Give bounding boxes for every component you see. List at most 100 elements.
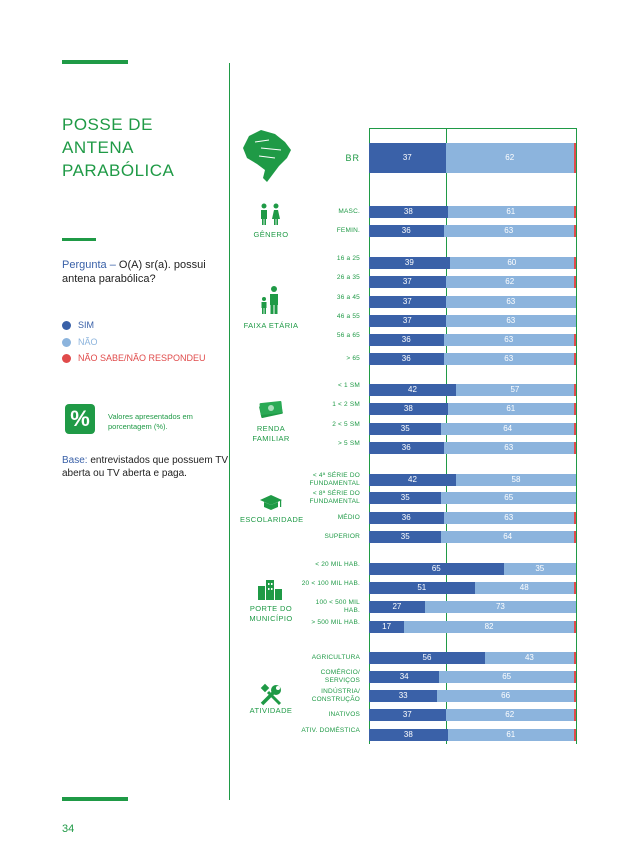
row-label: ATIV. DOMÉSTICA: [301, 727, 360, 734]
row-label: > 65: [346, 355, 360, 362]
row-label: 2 < 5 SM: [332, 421, 360, 428]
bar-segment-ns: [573, 143, 576, 173]
bar-row: 36 63: [369, 353, 576, 365]
chart-frame-left: [369, 128, 370, 744]
row-label: MÉDIO: [337, 514, 360, 521]
bar-segment-nao: 63: [443, 442, 574, 454]
bar-segment-ns: [573, 353, 576, 365]
bar-segment-sim: 38: [369, 729, 448, 741]
row-label: < 8ª SÉRIE DO FUNDAMENTAL: [309, 490, 360, 505]
bottom-rule: [62, 797, 128, 801]
bar-row: 65 35: [369, 563, 576, 575]
bar-segment-sim: 34: [369, 671, 440, 683]
bar-segment-nao: 62: [445, 143, 574, 173]
bar-row: 36 63: [369, 334, 576, 346]
bar-segment-sim: 56: [369, 652, 485, 664]
bar-segment-sim: 27: [369, 601, 425, 613]
legend-sim: SIM: [62, 320, 94, 330]
bar-segment-ns: [573, 671, 576, 683]
base-label: Base:: [62, 455, 88, 466]
percent-icon: %: [65, 404, 95, 434]
bar-segment-sim: 37: [369, 296, 446, 308]
bar-segment-ns: [573, 531, 576, 543]
bar-segment-sim: 37: [369, 143, 446, 173]
row-label: 16 a 25: [336, 255, 360, 262]
bar-segment-ns: [573, 729, 576, 741]
bar-segment-nao: 63: [443, 353, 574, 365]
row-label: < 20 MIL HAB.: [315, 561, 360, 568]
bar-row: 38 61: [369, 206, 576, 218]
bar-row: 34 65: [369, 671, 576, 683]
bar-segment-sim: 39: [369, 257, 450, 269]
bar-segment-sim: 36: [369, 442, 444, 454]
question-label: Pergunta –: [62, 259, 116, 271]
row-label: INDÚSTRIA/ CONSTRUÇÃO: [311, 688, 360, 703]
chart-frame-top: [369, 128, 576, 129]
bar-segment-ns: [573, 225, 576, 237]
bar-segment-sim: 51: [369, 582, 475, 594]
legend-ns: NÃO SABE/NÃO RESPONDEU: [62, 353, 206, 363]
bar-row: 35 64: [369, 423, 576, 435]
bar-row: 36 63: [369, 442, 576, 454]
buildings-icon: [258, 580, 282, 600]
row-label: 1 < 2 SM: [332, 401, 360, 408]
bar-row: 38 61: [369, 729, 576, 741]
row-label: BR: [345, 153, 360, 163]
bar-segment-nao: 66: [437, 690, 574, 702]
bar-row: 36 63: [369, 512, 576, 524]
legend-nao: NÃO: [62, 337, 98, 347]
bar-row: 27 73: [369, 601, 576, 613]
tools-icon: [260, 683, 282, 706]
base-text: entrevistados que possuem TV aberta ou T…: [62, 455, 229, 479]
mid-rule: [62, 238, 96, 241]
group-label: ESCOLARIDADE: [240, 515, 304, 524]
chart-frame-right: [576, 128, 577, 744]
row-label: 46 a 55: [336, 313, 360, 320]
bar-row: 17 82: [369, 621, 576, 633]
title-line: PARABÓLICA: [62, 161, 175, 180]
legend-dot-ns: [62, 353, 71, 363]
bar-row: 51 48: [369, 582, 576, 594]
bar-segment-nao: 63: [443, 334, 574, 346]
row-label: < 4ª SÉRIE DO FUNDAMENTAL: [309, 472, 360, 487]
bar-segment-sim: 42: [369, 384, 456, 396]
bar-segment-ns: [573, 276, 576, 288]
bar-row: 56 43: [369, 652, 576, 664]
row-label: 36 a 45: [336, 294, 360, 301]
bar-segment-nao: 62: [445, 709, 574, 721]
bar-segment-nao: 48: [474, 582, 574, 594]
bar-segment-ns: [573, 384, 576, 396]
bar-segment-nao: 65: [441, 492, 576, 504]
bar-row: 36 63: [369, 225, 576, 237]
bar-segment-sim: 17: [369, 621, 405, 633]
divider-line: [229, 63, 230, 800]
bar-segment-sim: 37: [369, 709, 446, 721]
bar-segment-sim: 36: [369, 225, 444, 237]
row-label: 26 a 35: [336, 274, 360, 281]
money-icon: [259, 400, 283, 418]
title-line: ANTENA: [62, 138, 134, 157]
bar-segment-nao: 64: [441, 531, 574, 543]
bar-segment-nao: 82: [404, 621, 574, 633]
group-label: ATIVIDADE: [249, 706, 293, 715]
row-label: < 1 SM: [338, 382, 360, 389]
bar-segment-sim: 42: [369, 474, 456, 486]
bar-segment-ns: [573, 621, 576, 633]
row-label: SUPERIOR: [324, 533, 360, 540]
bar-segment-sim: 37: [369, 276, 446, 288]
legend-dot-nao: [62, 337, 71, 347]
row-label: COMÉRCIO/ SERVIÇOS: [320, 669, 360, 684]
bar-segment-ns: [573, 690, 576, 702]
gender-icon: [261, 203, 280, 225]
bar-segment-ns: [573, 257, 576, 269]
bar-row: 37 62: [369, 143, 576, 173]
row-label: MASC.: [338, 208, 360, 215]
row-label: 20 < 100 MIL HAB.: [301, 580, 360, 587]
question-text: O(A) sr(a). possui antena parabólica?: [62, 259, 206, 285]
bar-segment-ns: [573, 582, 576, 594]
bar-segment-nao: 60: [449, 257, 574, 269]
bar-segment-nao: 73: [424, 601, 576, 613]
brazil-map-icon: [243, 130, 291, 182]
legend-dot-sim: [62, 320, 71, 330]
row-label: AGRICULTURA: [311, 654, 360, 661]
